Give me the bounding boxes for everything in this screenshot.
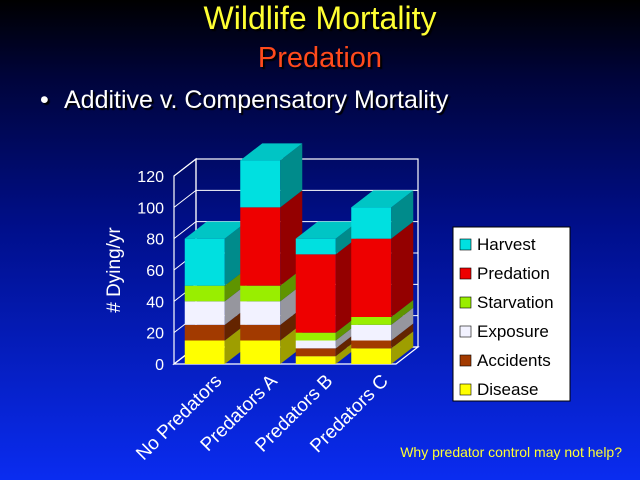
bar-segment xyxy=(351,323,414,349)
legend-swatch xyxy=(459,238,472,251)
bullet-text: Additive v. Compensatory Mortality xyxy=(64,86,449,114)
bar-face xyxy=(240,160,281,208)
bar-side xyxy=(391,323,414,349)
bar-face xyxy=(351,207,392,239)
legend-label: Disease xyxy=(477,380,538,399)
bar-segment xyxy=(351,331,414,364)
bar-side xyxy=(391,190,414,239)
legend-item: Accidents xyxy=(459,351,551,370)
slide-title: Wildlife Mortality xyxy=(203,0,437,36)
bar-face xyxy=(240,301,281,325)
y-tick-label: 60 xyxy=(146,263,164,280)
bar-face xyxy=(351,317,392,325)
bar-top xyxy=(295,221,358,239)
bar-side xyxy=(391,307,414,341)
legend-label: Exposure xyxy=(477,322,549,341)
legend-label: Accidents xyxy=(477,351,551,370)
bar-face xyxy=(184,238,225,286)
gridline xyxy=(173,221,197,240)
bar-segment xyxy=(351,300,414,325)
bar-face xyxy=(184,285,225,302)
legend-item: Predation xyxy=(459,264,550,283)
y-tick-label: 20 xyxy=(146,326,164,343)
y-axis-label: # Dying/yr xyxy=(104,227,125,313)
bullet-item: • Additive v. Compensatory Mortality xyxy=(40,86,448,115)
legend-swatch xyxy=(459,325,472,338)
bar-face xyxy=(295,238,336,255)
chart-bars xyxy=(184,143,414,364)
y-tick-label: 0 xyxy=(155,357,164,374)
legend-label: Starvation xyxy=(477,293,554,312)
y-tick-label: 40 xyxy=(146,294,164,311)
y-tick-labels: 0 20 40 60 80 100 120 xyxy=(137,169,164,374)
bar-side xyxy=(391,221,414,317)
legend-item: Starvation xyxy=(459,293,554,312)
legend-item: Disease xyxy=(459,380,538,399)
gridline xyxy=(173,158,197,177)
gridline xyxy=(173,189,197,208)
bar-side xyxy=(391,300,414,325)
legend-item: Exposure xyxy=(459,322,549,341)
chart-legend: Harvest Predation Starvation Exposure Accide… xyxy=(452,226,571,402)
bar-face xyxy=(240,207,281,286)
footnote-question: Why predator control may not help? xyxy=(400,444,622,460)
y-tick-label: 100 xyxy=(137,200,164,217)
bar-face xyxy=(295,332,336,341)
bar-face xyxy=(351,324,392,341)
y-tick-label: 80 xyxy=(146,232,164,249)
bar-top xyxy=(184,221,247,239)
bar-face xyxy=(295,254,336,333)
bar-segment xyxy=(240,143,303,208)
y-tick-label: 120 xyxy=(137,169,164,186)
legend-box xyxy=(452,226,571,402)
bar-segment xyxy=(351,307,414,341)
legend-label: Predation xyxy=(477,264,550,283)
bar-face xyxy=(295,356,336,364)
legend-swatch xyxy=(459,354,472,367)
bar-face xyxy=(184,301,225,325)
bullet-dot-icon: • xyxy=(40,86,49,114)
legend-swatch xyxy=(459,383,472,396)
bar-segment xyxy=(295,221,358,255)
bar-segment xyxy=(351,221,414,317)
bar-face xyxy=(351,340,392,349)
bar-face xyxy=(351,238,392,317)
legend-item: Harvest xyxy=(459,235,536,254)
slide-subtitle: Predation xyxy=(257,42,383,74)
bar-face xyxy=(240,324,281,341)
bar-face xyxy=(240,285,281,302)
legend-swatch xyxy=(459,296,472,309)
bar-face xyxy=(351,348,392,364)
bar-face xyxy=(184,324,225,341)
legend-label: Harvest xyxy=(477,235,536,254)
bar-segment xyxy=(351,190,414,239)
bar-side xyxy=(280,143,303,208)
bar-top xyxy=(351,190,414,208)
bar-top xyxy=(240,143,303,161)
bar-face xyxy=(295,348,336,357)
legend-swatch xyxy=(459,267,472,280)
bar-face xyxy=(240,340,281,364)
bar-face xyxy=(184,340,225,364)
bar-side xyxy=(391,331,414,364)
bar-face xyxy=(295,340,336,349)
